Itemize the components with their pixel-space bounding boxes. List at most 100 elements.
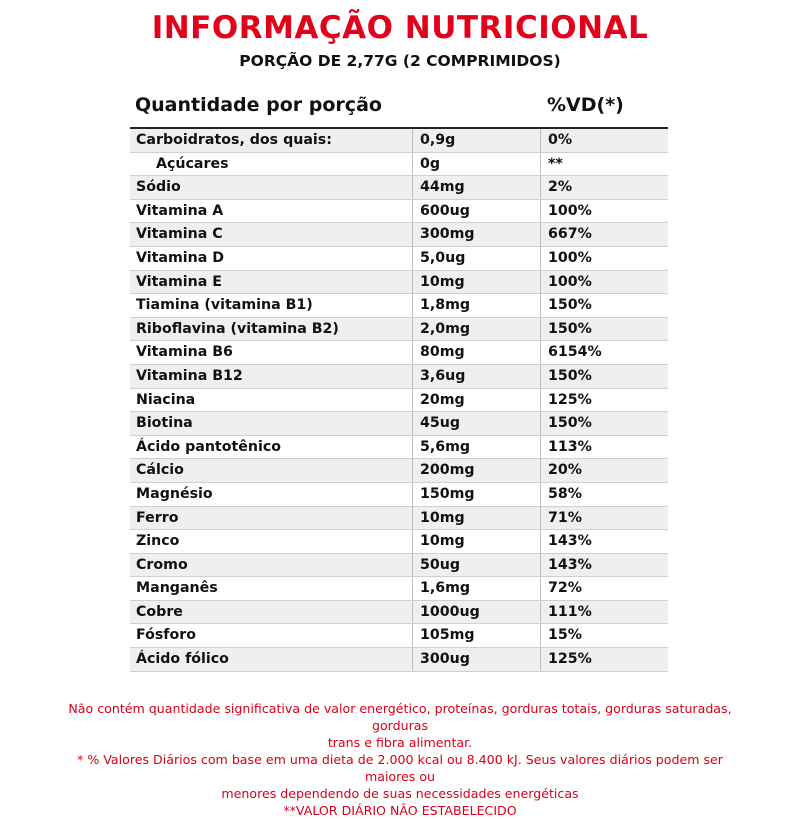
- nutrient-daily-value: 125%: [548, 651, 592, 668]
- table-row: Vitamina E 10mg 100%: [130, 270, 668, 295]
- column-divider: [540, 317, 541, 341]
- portion-subtitle: PORÇÃO DE 2,77G (2 COMPRIMIDOS): [239, 52, 561, 70]
- nutrient-quantity: 600ug: [420, 202, 470, 219]
- column-divider: [540, 364, 541, 388]
- nutrient-daily-value: 100%: [548, 202, 592, 219]
- nutrient-quantity: 20mg: [420, 391, 465, 408]
- page-title: INFORMAÇÃO NUTRICIONAL: [151, 10, 649, 46]
- table-row: Carboidratos, dos quais: 0,9g 0%: [130, 129, 668, 153]
- column-divider: [540, 199, 541, 223]
- nutrient-name: Ácido pantotênico: [136, 438, 281, 455]
- nutrient-daily-value: 58%: [548, 485, 582, 502]
- column-divider: [412, 223, 413, 246]
- column-divider: [412, 624, 413, 648]
- nutrient-quantity: 80mg: [420, 344, 465, 361]
- nutrient-name: Vitamina B12: [136, 367, 243, 384]
- nutrient-daily-value: 150%: [548, 320, 592, 337]
- column-divider: [540, 129, 541, 152]
- nutrient-name: Vitamina D: [136, 249, 224, 266]
- nutrient-daily-value: 100%: [548, 249, 592, 266]
- nutrient-name: Magnésio: [136, 485, 213, 502]
- column-divider: [412, 506, 413, 530]
- column-divider: [540, 223, 541, 246]
- nutrient-daily-value: 71%: [548, 509, 582, 526]
- column-divider: [540, 530, 541, 553]
- nutrient-quantity: 1000ug: [420, 603, 480, 620]
- table-row: Vitamina A 600ug 100%: [130, 199, 668, 224]
- nutrient-quantity: 0g: [420, 155, 441, 172]
- column-divider: [540, 246, 541, 270]
- nutrient-quantity: 10mg: [420, 533, 465, 550]
- nutrient-name: Vitamina B6: [136, 344, 233, 361]
- table-row: Fósforo 105mg 15%: [130, 624, 668, 649]
- nutrient-daily-value: 667%: [548, 226, 592, 243]
- table-row: Tiamina (vitamina B1) 1,8mg 150%: [130, 294, 668, 318]
- column-divider: [412, 459, 413, 482]
- column-divider: [412, 364, 413, 388]
- nutrient-quantity: 5,0ug: [420, 249, 466, 266]
- column-divider: [540, 577, 541, 600]
- table-row: Ácido fólico 300ug 125%: [130, 648, 668, 672]
- column-divider: [540, 624, 541, 648]
- footer-note-daily-values: * % Valores Diários com base em uma diet…: [77, 752, 723, 784]
- column-divider: [412, 530, 413, 553]
- nutrient-quantity: 50ug: [420, 556, 460, 573]
- nutrient-name: Niacina: [136, 391, 196, 408]
- column-divider: [540, 600, 541, 624]
- column-divider: [412, 388, 413, 412]
- table-row: Açúcares 0g **: [130, 152, 668, 177]
- nutrient-quantity: 105mg: [420, 627, 475, 644]
- nutrient-name: Ácido fólico: [136, 651, 229, 668]
- column-divider: [412, 176, 413, 199]
- column-divider: [540, 152, 541, 176]
- column-divider: [412, 435, 413, 459]
- nutrient-quantity: 150mg: [420, 485, 475, 502]
- nutrient-quantity: 300ug: [420, 651, 470, 668]
- nutrient-quantity: 10mg: [420, 509, 465, 526]
- nutrient-name: Sódio: [136, 179, 181, 196]
- nutrient-name: Tiamina (vitamina B1): [136, 297, 313, 314]
- nutrient-quantity: 3,6ug: [420, 367, 466, 384]
- table-row: Ácido pantotênico 5,6mg 113%: [130, 435, 668, 460]
- column-divider: [412, 648, 413, 671]
- column-divider: [412, 482, 413, 506]
- nutrient-daily-value: 72%: [548, 580, 582, 597]
- nutrient-name: Carboidratos, dos quais:: [136, 132, 332, 148]
- nutrient-name: Fósforo: [136, 627, 196, 644]
- column-divider: [540, 270, 541, 294]
- column-divider: [412, 553, 413, 577]
- column-divider: [412, 341, 413, 364]
- nutrient-daily-value: 143%: [548, 533, 592, 550]
- table-row: Niacina 20mg 125%: [130, 388, 668, 413]
- column-divider: [412, 152, 413, 176]
- table-row: Vitamina B12 3,6ug 150%: [130, 364, 668, 389]
- nutrient-daily-value: 150%: [548, 367, 592, 384]
- column-divider: [540, 294, 541, 317]
- footer-notes: Não contém quantidade significativa de v…: [60, 700, 740, 819]
- table-row: Zinco 10mg 143%: [130, 530, 668, 554]
- table-row: Ferro 10mg 71%: [130, 506, 668, 531]
- column-divider: [412, 577, 413, 600]
- nutrient-quantity: 5,6mg: [420, 438, 471, 455]
- nutrient-daily-value: 143%: [548, 556, 592, 573]
- nutrient-name: Cálcio: [136, 462, 184, 479]
- column-divider: [412, 199, 413, 223]
- footer-note-daily-values-cont: menores dependendo de suas necessidades …: [221, 786, 579, 801]
- nutrient-quantity: 200mg: [420, 462, 475, 479]
- column-divider: [540, 553, 541, 577]
- nutrient-quantity: 44mg: [420, 179, 465, 196]
- column-divider: [540, 459, 541, 482]
- table-row: Biotina 45ug 150%: [130, 412, 668, 436]
- nutrient-name: Vitamina A: [136, 202, 224, 219]
- nutrient-quantity: 0,9g: [420, 132, 456, 148]
- nutrition-table: Carboidratos, dos quais: 0,9g 0% Açúcares 0g…: [130, 127, 668, 672]
- nutrient-daily-value: **: [548, 155, 563, 172]
- nutrient-name: Biotina: [136, 415, 193, 432]
- column-divider: [412, 600, 413, 624]
- footer-note-insignificant: Não contém quantidade significativa de v…: [68, 701, 732, 733]
- nutrient-name: Vitamina C: [136, 226, 223, 243]
- column-divider: [540, 388, 541, 412]
- nutrient-name: Riboflavina (vitamina B2): [136, 320, 339, 337]
- table-row: Vitamina B6 80mg 6154%: [130, 341, 668, 365]
- column-divider: [412, 317, 413, 341]
